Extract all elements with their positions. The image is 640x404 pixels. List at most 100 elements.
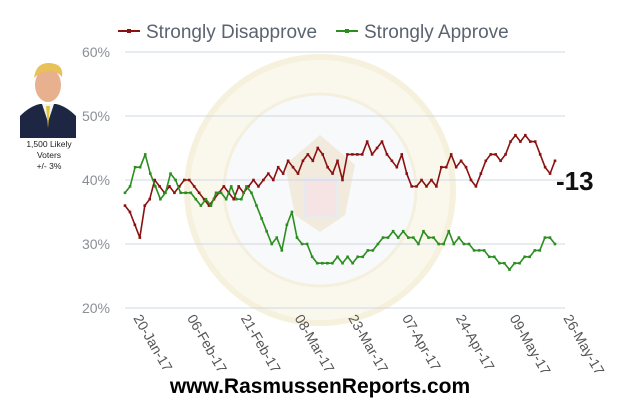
data-point (422, 229, 425, 233)
x-tick-label: 20-Jan-17 (130, 312, 175, 375)
x-tick-label: 26-May-17 (560, 312, 607, 378)
data-point (247, 185, 250, 188)
data-point (528, 140, 532, 143)
caption-line-3: +/- 3% (36, 161, 62, 171)
data-point (467, 242, 471, 246)
data-point (417, 242, 420, 246)
data-point (503, 261, 506, 265)
data-point (405, 172, 409, 175)
data-point (331, 261, 334, 265)
data-point (336, 255, 339, 259)
data-point (154, 185, 157, 188)
data-point (183, 178, 186, 182)
data-point (310, 255, 314, 259)
data-point (449, 153, 453, 156)
data-point (523, 255, 526, 259)
data-point (457, 236, 461, 239)
data-point (275, 236, 279, 239)
y-tick-label: 60% (82, 44, 110, 60)
data-point (440, 165, 443, 169)
y-tick-label: 40% (82, 172, 110, 188)
data-point (123, 191, 127, 195)
data-point (401, 229, 405, 233)
data-point (508, 268, 511, 271)
data-point (138, 236, 142, 239)
data-point (207, 204, 211, 207)
data-point (143, 153, 147, 156)
data-point (285, 223, 289, 227)
data-point (315, 261, 319, 265)
data-point (138, 165, 142, 169)
data-point (301, 159, 305, 163)
data-point (498, 261, 501, 265)
data-point (538, 249, 542, 252)
data-point (209, 204, 213, 207)
data-point (548, 172, 552, 175)
data-point (492, 255, 496, 259)
data-point (452, 242, 456, 246)
data-point (276, 165, 280, 169)
data-point (148, 172, 152, 175)
data-point (173, 191, 176, 195)
x-tick-label: 09-May-17 (507, 312, 554, 378)
data-point (300, 242, 304, 246)
data-point (232, 197, 236, 201)
data-point (469, 178, 473, 182)
data-point (487, 255, 491, 259)
data-point (494, 153, 497, 156)
data-point (518, 261, 521, 265)
data-point (311, 159, 315, 163)
data-point (316, 146, 320, 150)
data-point (395, 165, 399, 169)
data-point (412, 236, 415, 239)
data-point (169, 172, 172, 175)
data-point (255, 204, 258, 207)
website-url: www.RasmussenReports.com (169, 375, 471, 398)
data-point (454, 165, 458, 169)
data-point (351, 261, 354, 265)
data-point (158, 185, 161, 188)
data-point (194, 197, 198, 201)
data-point (509, 140, 512, 143)
data-point (396, 236, 400, 239)
data-point (214, 191, 218, 195)
data-point (204, 197, 208, 201)
data-point (341, 261, 344, 265)
data-point (447, 229, 451, 233)
y-tick-label: 20% (82, 300, 110, 316)
data-point (472, 249, 476, 252)
data-point (371, 249, 375, 252)
data-point (524, 133, 527, 137)
data-point (128, 185, 132, 188)
data-point (356, 255, 360, 259)
data-point (553, 242, 557, 246)
y-axis: 20% 30% 40% 50% 60% (82, 44, 110, 316)
legend-label: Strongly Approve (364, 22, 509, 43)
data-point (234, 197, 238, 201)
data-point (444, 165, 448, 169)
legend-label: Strongly Disapprove (146, 22, 317, 43)
data-point (306, 153, 310, 156)
data-point (351, 153, 354, 156)
data-point (326, 165, 329, 169)
data-point (375, 146, 379, 150)
series-lines (123, 133, 557, 271)
caption-line-1: 1,500 Likely (26, 139, 72, 149)
x-tick-label: 07-Apr-17 (399, 312, 444, 374)
data-point (237, 185, 240, 188)
data-point (346, 153, 349, 156)
data-point (410, 185, 413, 188)
data-point (390, 159, 394, 163)
data-point (370, 153, 374, 156)
data-point (484, 159, 488, 163)
data-point (159, 197, 162, 201)
data-point (380, 140, 384, 143)
data-point (533, 140, 537, 143)
data-point (538, 153, 542, 156)
sample-caption: 1,500 Likely Voters +/- 3% (6, 139, 92, 172)
data-point (430, 178, 433, 182)
data-point (513, 261, 516, 265)
data-point (504, 153, 507, 156)
data-point (265, 229, 268, 233)
data-point (174, 178, 177, 182)
